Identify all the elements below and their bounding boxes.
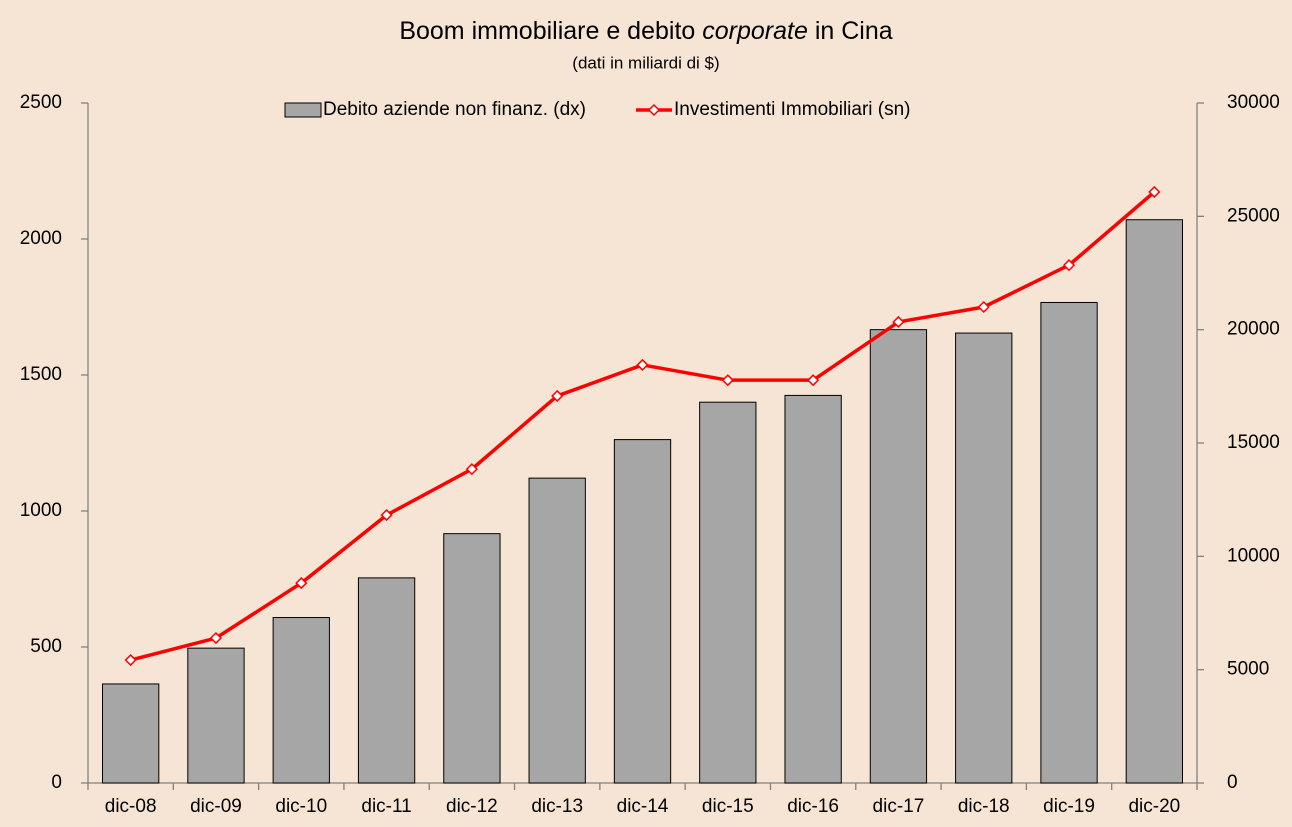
bar: [187, 647, 245, 784]
y2-tick-label: 0: [1227, 772, 1238, 793]
y-tick-label: 1500: [20, 364, 62, 385]
bar: [1040, 301, 1098, 784]
bar: [784, 394, 842, 784]
line-marker: [1148, 185, 1161, 199]
line-marker: [721, 374, 734, 387]
line-marker: [892, 315, 905, 329]
line-marker: [465, 463, 478, 476]
chart-title: Boom immobiliare e debito corporate in C…: [399, 17, 892, 45]
bar: [613, 439, 672, 784]
bar: [1125, 219, 1183, 784]
y-tick-label: 0: [51, 772, 62, 793]
bar: [955, 332, 1013, 784]
x-tick-label: dic-10: [275, 796, 327, 817]
y2-tick-label: 10000: [1227, 545, 1280, 566]
x-tick-label: dic-16: [787, 796, 839, 817]
legend-label: Investimenti Immobiliari (sn): [674, 99, 911, 120]
bar: [869, 329, 928, 784]
x-tick-label: dic-20: [1128, 796, 1180, 817]
y-tick-label: 2000: [20, 228, 62, 249]
x-tick-label: dic-09: [190, 796, 242, 817]
x-tick-label: dic-13: [531, 796, 583, 817]
y2-tick-label: 20000: [1227, 319, 1280, 340]
y2-tick-label: 5000: [1227, 659, 1269, 680]
x-tick-label: dic-17: [873, 796, 925, 817]
bar: [443, 533, 501, 784]
line-marker: [380, 509, 393, 522]
bar: [357, 577, 416, 784]
line-marker: [209, 631, 223, 645]
y2-tick-label: 15000: [1227, 432, 1280, 453]
x-tick-label: dic-15: [702, 796, 754, 817]
y-tick-label: 2500: [20, 92, 62, 113]
line-marker: [551, 389, 564, 403]
bar: [699, 401, 757, 784]
y2-tick-label: 25000: [1227, 205, 1280, 226]
title-part: corporate: [702, 17, 808, 45]
legend-marker: [647, 103, 661, 117]
line-marker: [636, 358, 649, 371]
bar: [528, 477, 586, 784]
legend-label: Debito aziende non finanz. (dx): [323, 99, 586, 120]
bar: [272, 617, 330, 784]
x-tick-label: dic-18: [958, 796, 1010, 817]
line-marker: [807, 374, 820, 387]
chart-subtitle: (dati in miliardi di $): [572, 53, 719, 72]
line-marker: [295, 577, 308, 590]
y2-tick-label: 30000: [1227, 92, 1280, 113]
title-part: Boom immobiliare e debito: [399, 17, 695, 45]
line-marker: [124, 653, 137, 667]
y-tick-label: 500: [30, 636, 62, 657]
x-tick-label: dic-14: [617, 796, 669, 817]
x-tick-label: dic-08: [105, 796, 157, 817]
line-marker: [1062, 259, 1076, 272]
title-part: in Cina: [815, 17, 893, 45]
legend-swatch: [284, 102, 322, 118]
bar: [102, 683, 160, 784]
x-tick-label: dic-11: [361, 796, 411, 817]
x-tick-label: dic-12: [446, 796, 498, 817]
x-tick-label: dic-19: [1043, 796, 1095, 817]
y-tick-label: 1000: [20, 500, 62, 521]
line-marker: [977, 300, 990, 314]
